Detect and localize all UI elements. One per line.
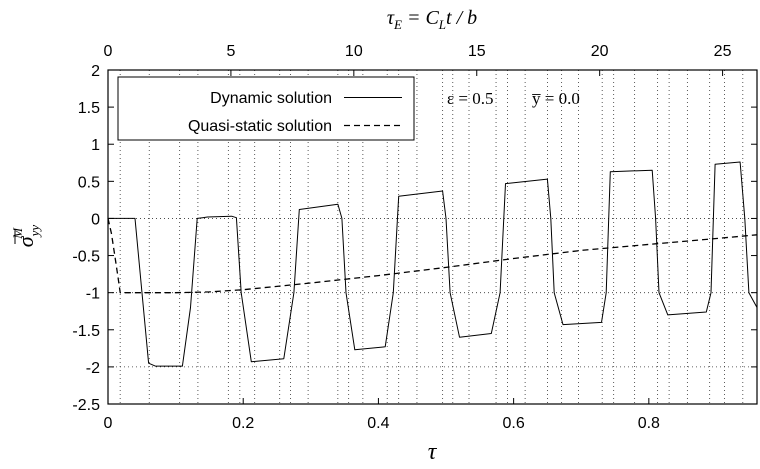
top-tick-label: 10 <box>345 43 363 60</box>
y-tick-label: -2 <box>86 360 100 377</box>
y-axis-label: σyyM <box>10 225 42 248</box>
x-axis-label: τ <box>428 439 438 465</box>
top-tick-label: 20 <box>591 43 609 60</box>
x-tick-label: 0.8 <box>638 415 660 432</box>
legend-box <box>117 76 415 141</box>
x-tick-label: 0.6 <box>503 415 525 432</box>
horizontal-grid-lines <box>108 218 757 368</box>
plot-frame <box>107 69 758 405</box>
y-tick-label: -0.5 <box>72 249 100 266</box>
ticks-layer: 21.510.50-0.5-1-1.5-2-2.50 0.2 0.4 0.6 0.80 5… <box>72 43 757 432</box>
top-tick-label: 15 <box>468 43 486 60</box>
annotation-epsilon: ε = 0.5 <box>447 89 493 108</box>
y-tick-label: -1.5 <box>72 323 100 340</box>
y-tick-label: 1.5 <box>78 100 100 117</box>
top-tick-label: 0 <box>104 43 113 60</box>
top-tick-label: 5 <box>226 43 235 60</box>
y-tick-label: 0.5 <box>78 174 100 191</box>
series-line-quasi-static <box>107 218 758 294</box>
y-tick-label: -1 <box>86 286 100 303</box>
y-tick-label: -2.5 <box>72 397 100 414</box>
y-tick-label: 1 <box>91 137 100 154</box>
legend: Dynamic solution Quasi-static solution <box>117 76 415 141</box>
legend-label-quasi-static: Quasi-static solution <box>188 118 332 135</box>
y-tick-label: 2 <box>91 63 100 80</box>
x-tick-label: 0.4 <box>367 415 389 432</box>
y-tick-label: 0 <box>91 211 100 228</box>
series-line-dynamic <box>108 161 758 367</box>
series-layer <box>107 161 758 367</box>
x-tick-label: 0.2 <box>232 415 254 432</box>
top-axis-label: τE = CLt / b <box>387 7 477 32</box>
legend-label-dynamic: Dynamic solution <box>210 90 332 107</box>
x-tick-label: 0 <box>104 415 113 432</box>
top-tick-label: 25 <box>714 43 732 60</box>
annotation-y-bar: y̅ = 0.0 <box>531 89 579 108</box>
